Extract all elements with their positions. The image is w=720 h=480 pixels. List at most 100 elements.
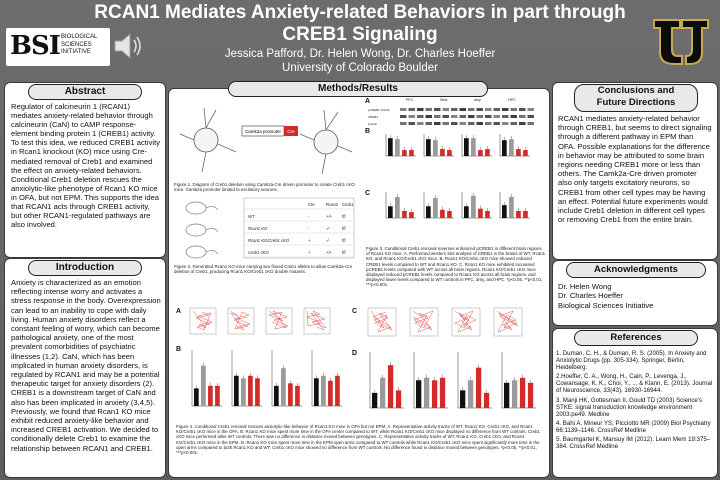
blot-row-label: pCREB1 (S133) <box>368 108 390 112</box>
blot-band <box>510 108 517 111</box>
bar <box>402 210 407 218</box>
bar <box>447 150 452 156</box>
bar <box>464 206 469 218</box>
activity-track <box>370 310 393 333</box>
figure4-caption: Figure 4. Conditional Creb1 removal resc… <box>176 424 540 456</box>
bar <box>423 377 430 408</box>
genotype-table-frame <box>243 197 355 259</box>
abstract-text: Regulator of calcineurin 1 (RCAN1) media… <box>11 102 160 230</box>
speaker-icon[interactable] <box>112 30 146 62</box>
fig4-letter-c: C <box>352 308 358 315</box>
references-title: References <box>574 330 698 346</box>
activity-track <box>454 310 477 333</box>
blot-band <box>519 122 526 125</box>
ack-line: Dr. Helen Wong <box>558 282 612 291</box>
genotype-table: Cre Rcan1 Creb1 WT - +/+ f/f Rcan1 KO - -/- f/f Rca… <box>244 202 354 258</box>
genotype-table-cell: +/+ <box>326 250 333 255</box>
mouse-icon-top <box>185 201 219 215</box>
blot-band <box>493 122 500 125</box>
blot-band <box>451 115 458 118</box>
blot-band <box>425 115 432 118</box>
bar <box>502 205 507 218</box>
blot-band <box>476 115 483 118</box>
bar <box>409 150 414 156</box>
bsi-text: BIOLOGICAL SCIENCES INITIATIVE <box>61 34 97 57</box>
bar <box>395 196 400 218</box>
neuron-left <box>179 107 237 173</box>
bar <box>201 365 206 406</box>
bsi-line2: SCIENCES <box>61 41 92 48</box>
blot-band <box>527 108 534 111</box>
genotype-table-cell: Cre <box>308 202 315 207</box>
authors: Jessica Pafford, Dr. Helen Wong, Dr. Cha… <box>224 48 496 60</box>
cu-buffs-logo <box>653 19 709 65</box>
blot-region-label: PFC <box>406 98 414 102</box>
blot-band <box>442 108 449 111</box>
figure2-diagram: Cre Rcan1 Creb1 WT - +/+ f/f Rcan1 KO - -/- f/f Rca… <box>185 197 355 259</box>
bar <box>471 138 476 156</box>
genotype-table-cell: - <box>308 214 310 219</box>
blot-band <box>400 115 407 118</box>
bar <box>527 382 534 408</box>
genotype-table-cell: + <box>308 238 311 243</box>
blot-band <box>442 115 449 118</box>
introduction-title: Introduction <box>28 260 142 276</box>
blot-band <box>527 115 534 118</box>
blot-band <box>476 108 483 111</box>
blot-band <box>527 122 534 125</box>
blot-region-label: Stria <box>440 98 447 102</box>
activity-track <box>496 310 519 333</box>
reference-item: 4. Bahi A, Mineur YS, Picciotto MR (2009… <box>556 419 711 434</box>
bar <box>478 150 483 156</box>
epm-bar-charts <box>369 352 536 409</box>
bar <box>234 375 239 406</box>
mouse-icon-mid <box>185 223 219 237</box>
blot-band <box>502 122 509 125</box>
bar <box>335 375 340 406</box>
bar <box>248 375 253 406</box>
blot-band <box>451 122 458 125</box>
bar <box>431 380 438 408</box>
bar <box>395 139 400 156</box>
genotype-table-cell: WT <box>248 214 255 219</box>
bar <box>502 140 507 156</box>
figure4-left <box>189 307 342 407</box>
blot-band <box>502 108 509 111</box>
bar <box>395 390 402 408</box>
acknowledgments-title: Acknowledgments <box>566 262 706 278</box>
bar <box>516 149 521 156</box>
blot-band <box>493 115 500 118</box>
bar <box>509 139 514 156</box>
blot-region-label: amy <box>474 98 481 102</box>
genotype-table-cell: Rcan1 KO/Creb1 cKO <box>248 238 290 243</box>
activity-track <box>192 310 213 331</box>
bar <box>440 209 445 218</box>
blot-band <box>442 122 449 125</box>
genotype-table-cell: Creb1 <box>342 202 354 207</box>
poster-title-line2: CREB1 Signaling <box>282 24 438 45</box>
bar <box>274 385 279 406</box>
blot-band <box>408 115 415 118</box>
figure4-right <box>367 307 536 409</box>
fig4-letter-b: B <box>176 346 182 353</box>
figure3-bars-b <box>385 134 530 157</box>
bar <box>471 195 476 218</box>
bar <box>439 377 446 408</box>
fig3-letter-a: A <box>365 98 371 105</box>
fig4-letter-d: D <box>352 350 358 357</box>
methods-title: Methods/Results <box>228 81 488 97</box>
activity-track <box>268 310 289 330</box>
bar <box>388 206 393 218</box>
mouse-icon-bottom <box>185 245 219 259</box>
blot-band <box>434 108 441 111</box>
blot-row-label: CREB1 <box>368 115 378 119</box>
blot-band <box>417 122 424 125</box>
blot-row-label: β-actin <box>368 122 377 126</box>
genotype-table-cell: -/- <box>326 226 331 231</box>
genotype-table-cell: - <box>308 226 310 231</box>
genotype-table-cell: Rcan1 KO <box>248 226 268 231</box>
bar <box>321 375 326 406</box>
blot-band <box>408 122 415 125</box>
bar <box>241 378 246 406</box>
ack-line: Biological Sciences Initiative <box>558 300 654 310</box>
